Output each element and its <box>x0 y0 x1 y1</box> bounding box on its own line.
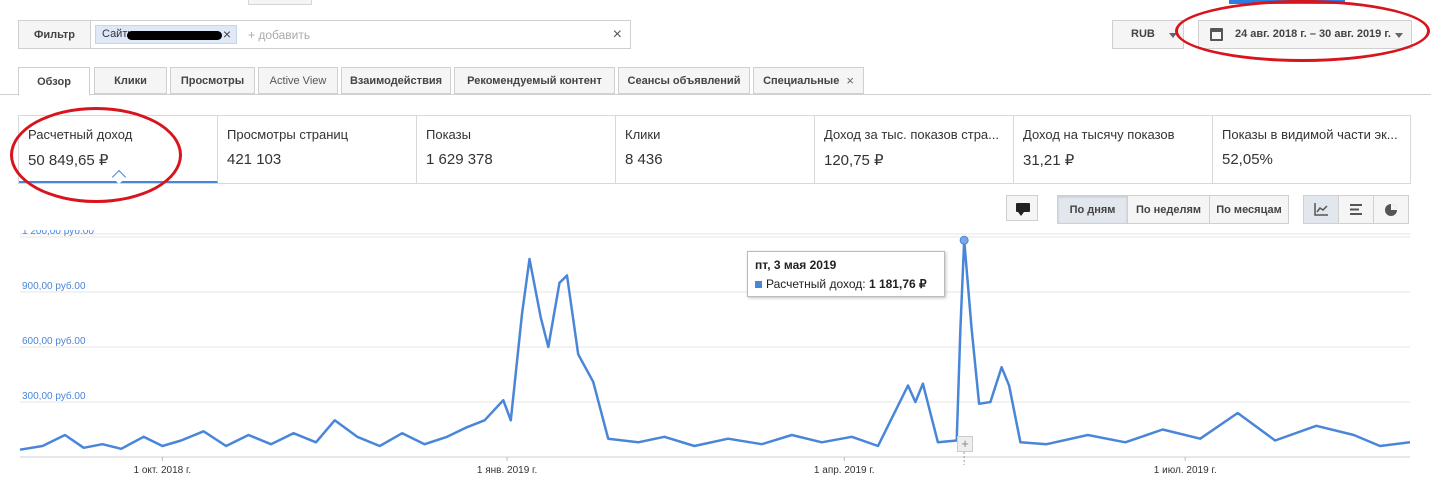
tab-label: Сеансы объявлений <box>627 74 741 87</box>
filter-chip-sites[interactable]: Сайты × <box>95 25 237 44</box>
tooltip-series: Расчетный доход: <box>766 277 866 291</box>
tab-ad-sessions[interactable]: Сеансы объявлений <box>618 67 750 94</box>
tooltip-value: 1 181,76 ₽ <box>868 277 927 291</box>
metric-value: 421 103 <box>227 151 282 168</box>
line-chart-button[interactable] <box>1303 195 1339 224</box>
pie-chart-icon <box>1385 204 1397 216</box>
y-tick-label: 1 200,00 руб.00 <box>22 230 94 237</box>
tooltip-row: Расчетный доход: 1 181,76 ₽ <box>755 277 944 291</box>
tab-label: Специальные <box>763 74 840 87</box>
series-swatch <box>755 281 762 288</box>
date-range-picker[interactable]: 24 авг. 2018 г. – 30 авг. 2019 г. <box>1198 20 1412 49</box>
pie-chart-button[interactable] <box>1373 195 1409 224</box>
tab-label: Active View <box>269 74 327 87</box>
revenue-line-chart[interactable]: 300,00 руб.00 600,00 руб.00 900,00 руб.00 1… <box>0 230 1431 487</box>
metric-value: 8 436 <box>625 151 663 168</box>
metric-clicks[interactable]: Клики 8 436 <box>616 116 815 183</box>
metric-label: Показы <box>426 127 471 142</box>
close-icon[interactable]: × <box>612 26 622 43</box>
filter-add-placeholder[interactable]: + добавить <box>248 28 311 42</box>
currency-dropdown[interactable]: RUB <box>1112 20 1184 49</box>
y-tick-label: 300,00 руб.00 <box>22 390 86 402</box>
chart-tooltip: пт, 3 мая 2019 Расчетный доход: 1 181,76… <box>747 251 945 297</box>
filter-button[interactable]: Фильтр <box>18 20 90 49</box>
metric-label: Доход на тысячу показов <box>1023 127 1175 142</box>
metric-viewability[interactable]: Показы в видимой части эк... 52,05% <box>1213 116 1410 183</box>
y-tick-label: 600,00 руб.00 <box>22 335 86 347</box>
metric-label: Показы в видимой части эк... <box>1222 127 1398 142</box>
tab-views[interactable]: Просмотры <box>170 67 255 94</box>
metric-impression-rpm[interactable]: Доход на тысячу показов 31,21 ₽ <box>1014 116 1213 183</box>
tooltip-date: пт, 3 мая 2019 <box>755 258 837 272</box>
selection-notch <box>111 169 127 185</box>
close-icon[interactable]: × <box>846 73 854 88</box>
metric-label: Просмотры страниц <box>227 127 349 142</box>
tab-label: Обзор <box>37 75 71 88</box>
metric-value: 50 849,65 ₽ <box>28 152 109 169</box>
bar-chart-button[interactable] <box>1338 195 1374 224</box>
tabs-divider <box>0 94 1431 95</box>
filter-chip-label: Сайты <box>102 28 136 40</box>
metric-impressions[interactable]: Показы 1 629 378 <box>417 116 616 183</box>
metric-page-rpm[interactable]: Доход за тыс. показов стра... 120,75 ₽ <box>815 116 1014 183</box>
metric-estimated-revenue[interactable]: Расчетный доход 50 849,65 ₽ <box>19 116 218 185</box>
tab-active-view[interactable]: Active View <box>258 67 338 94</box>
y-tick-label: 900,00 руб.00 <box>22 280 86 292</box>
currency-label: RUB <box>1131 28 1155 40</box>
tab-custom[interactable]: Специальные × <box>753 67 864 94</box>
chevron-down-icon <box>1395 33 1403 38</box>
metric-value: 52,05% <box>1222 151 1273 168</box>
x-tick-label: 1 июл. 2019 г. <box>1154 465 1217 476</box>
x-tick-label: 1 окт. 2018 г. <box>134 465 192 476</box>
metric-label: Доход за тыс. показов стра... <box>824 127 999 142</box>
granularity-week-button[interactable]: По неделям <box>1127 195 1210 224</box>
toolbar-button-stub <box>248 0 312 5</box>
chip-remove-icon[interactable]: × <box>222 26 231 42</box>
metric-label: Расчетный доход <box>28 127 133 142</box>
add-annotation-icon[interactable]: + <box>957 436 973 452</box>
primary-button-stub <box>1229 0 1345 4</box>
metric-value: 31,21 ₽ <box>1023 152 1075 169</box>
comment-icon <box>1016 203 1030 216</box>
x-tick-label: 1 апр. 2019 г. <box>814 465 875 476</box>
metric-value: 1 629 378 <box>426 151 493 168</box>
tab-label: Просмотры <box>180 74 245 87</box>
chevron-down-icon <box>1169 33 1177 38</box>
tab-label: Клики <box>114 74 147 87</box>
metrics-scorecard: Расчетный доход 50 849,65 ₽ Просмотры ст… <box>18 115 1411 185</box>
tab-label: Рекомендуемый контент <box>467 74 602 87</box>
bar-chart-icon <box>1350 204 1362 215</box>
metric-value: 120,75 ₽ <box>824 152 884 169</box>
hovered-data-point <box>959 235 969 245</box>
tab-recommended-content[interactable]: Рекомендуемый контент <box>454 67 615 94</box>
revenue-series-line <box>19 239 1411 451</box>
metric-label: Клики <box>625 127 661 142</box>
line-chart-icon <box>1314 203 1328 216</box>
granularity-day-button[interactable]: По дням <box>1057 195 1128 224</box>
date-range-label: 24 авг. 2018 г. – 30 авг. 2019 г. <box>1235 28 1391 40</box>
redaction-mark <box>127 31 222 40</box>
tab-clicks[interactable]: Клики <box>94 67 167 94</box>
calendar-icon <box>1210 28 1223 41</box>
tab-label: Взаимодействия <box>349 74 443 87</box>
tab-interactions[interactable]: Взаимодействия <box>341 67 451 94</box>
x-tick-label: 1 янв. 2019 г. <box>477 465 537 476</box>
granularity-month-button[interactable]: По месяцам <box>1209 195 1289 224</box>
metric-page-views[interactable]: Просмотры страниц 421 103 <box>218 116 417 183</box>
annotation-comment-button[interactable] <box>1006 195 1038 221</box>
tab-overview[interactable]: Обзор <box>18 67 90 96</box>
filter-input-box[interactable]: Сайты × + добавить × <box>90 20 631 49</box>
